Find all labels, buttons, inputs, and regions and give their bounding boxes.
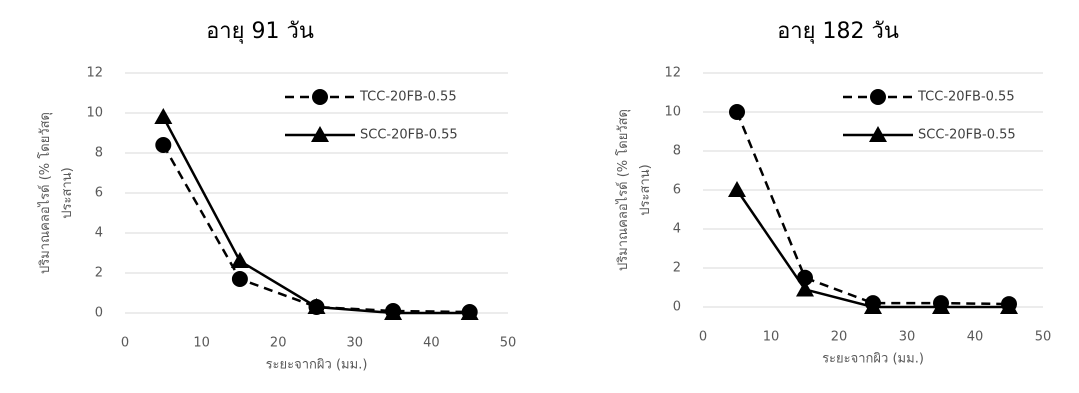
y-tick-label: 4 [95,226,103,241]
legend-label: SCC-20FB-0.55 [360,128,458,143]
legend-label: TCC-20FB-0.55 [359,90,457,105]
legend-marker [870,89,886,105]
y-tick-label: 8 [95,146,103,161]
y-tick-label: 12 [86,66,103,81]
y-axis-label-line: ประสาน) [60,167,75,218]
x-tick-label: 50 [1035,330,1052,345]
x-tick-label: 40 [423,336,440,351]
x-tick-label: 20 [270,336,287,351]
y-tick-label: 8 [673,144,681,159]
data-line [735,189,1009,309]
x-tick-label: 0 [699,330,707,345]
y-axis-label: ปริมาณคลอไรด์ (% โดยวัสดุ ประสาน) [615,109,653,271]
marker [230,252,249,268]
marker [155,137,172,153]
x-tick-label: 30 [899,330,916,345]
y-tick-label: 10 [86,106,103,121]
marker [796,280,814,297]
y-tick-label: 12 [664,66,681,81]
x-tick-label: 20 [831,330,848,345]
marker [154,108,173,124]
marker [384,304,403,320]
chart-title: อายุ 91 วัน [206,19,314,44]
x-tick-label: 50 [500,336,517,351]
marker [864,298,882,314]
x-tick-label: 0 [121,336,129,351]
x-axis-label: ระยะจากผิว (มม.) [822,352,924,367]
marker [460,304,479,320]
x-axis-label: ระยะจากผิว (มม.) [266,358,368,373]
legend-label: TCC-20FB-0.55 [917,90,1015,105]
legend-marker [311,126,329,142]
data-line [162,116,470,315]
y-axis-label: ปริมาณคลอไรด์ (% โดยวัสดุ ประสาน) [37,112,75,274]
marker [307,298,326,314]
y-axis-label-line: ประสาน) [638,164,653,215]
legend-label: SCC-20FB-0.55 [918,128,1016,143]
y-tick-label: 2 [673,261,681,276]
y-tick-label: 0 [673,300,681,315]
chart-title: อายุ 182 วัน [777,19,899,44]
legend-marker [869,126,887,142]
y-tick-label: 2 [95,266,103,281]
marker [932,298,950,314]
y-tick-label: 4 [673,222,681,237]
marker [231,271,248,287]
y-axis-label-line: ปริมาณคลอไรด์ (% โดยวัสดุ [615,109,631,271]
y-axis-label-line: ปริมาณคลอไรด์ (% โดยวัสดุ [37,112,53,274]
y-tick-label: 6 [95,186,103,201]
x-tick-label: 30 [347,336,364,351]
y-tick-label: 10 [664,105,681,120]
legend-marker [312,89,328,105]
marker [1000,298,1018,314]
y-tick-label: 6 [673,183,681,198]
data-line [162,144,470,314]
marker [729,104,745,120]
x-tick-label: 40 [967,330,984,345]
y-tick-label: 0 [95,306,103,321]
x-tick-label: 10 [763,330,780,345]
marker [728,181,746,197]
x-tick-label: 10 [193,336,210,351]
